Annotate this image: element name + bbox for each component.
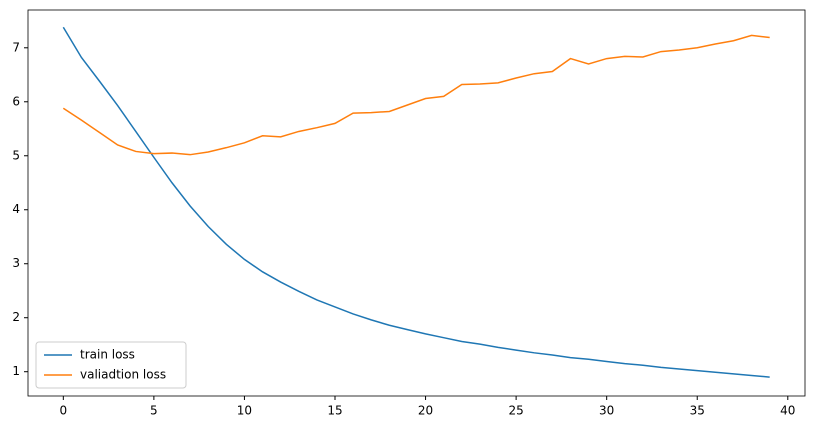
x-tick-label: 30 [599, 404, 614, 418]
line [62, 26, 770, 378]
x-tick-label: 0 [59, 404, 67, 418]
x-tick-label: 25 [508, 404, 523, 418]
y-tick-label: 1 [12, 364, 20, 378]
x-tick-label: 10 [237, 404, 252, 418]
y-tick-label: 7 [12, 40, 20, 54]
x-tick-label: 20 [418, 404, 433, 418]
x-tick-label: 5 [150, 404, 158, 418]
x-tick-label: 15 [327, 404, 342, 418]
legend-box [35, 341, 187, 389]
y-tick-label: 3 [12, 256, 20, 270]
legend-label: valiadtion loss [80, 368, 166, 382]
y-tick-label: 5 [12, 148, 20, 162]
legend-label: train loss [80, 348, 135, 362]
y-tick-label: 2 [12, 310, 20, 324]
y-tick-label: 6 [12, 94, 20, 108]
x-tick-label: 35 [690, 404, 705, 418]
y-tick-label: 4 [12, 202, 20, 216]
x-tick-label: 40 [780, 404, 795, 418]
line [62, 34, 770, 156]
plot-frame [27, 9, 806, 397]
